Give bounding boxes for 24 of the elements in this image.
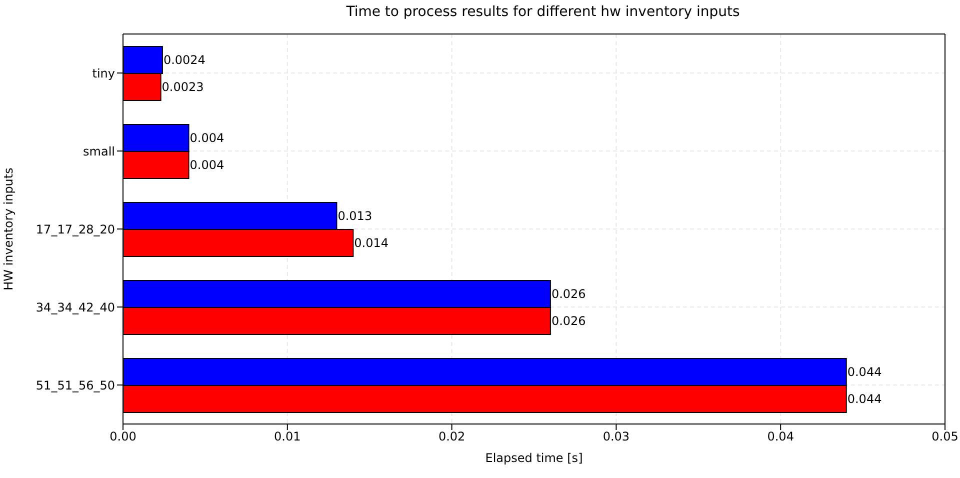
- x-axis-title: Elapsed time [s]: [485, 451, 583, 465]
- data-label: 0.014: [354, 236, 389, 250]
- y-tick-label: small: [83, 144, 115, 158]
- x-tick-label: 0.04: [767, 430, 794, 444]
- data-label: 0.044: [847, 392, 882, 406]
- y-tick-label: tiny: [92, 66, 115, 80]
- data-label: 0.013: [338, 209, 372, 224]
- x-tick-label: 0.02: [438, 430, 466, 444]
- x-tick-label: 0.03: [602, 430, 630, 444]
- x-tick-label: 0.00: [110, 430, 136, 444]
- data-label: 0.004: [190, 158, 224, 172]
- y-tick-label: 17_17_28_20: [36, 222, 115, 236]
- data-label: 0.0024: [163, 53, 206, 68]
- y-axis-title: HW inventory inputs: [1, 168, 16, 290]
- data-label: 0.044: [847, 365, 882, 380]
- y-tick-label: 51_51_56_50: [36, 378, 115, 392]
- x-tick-label: 0.01: [274, 430, 301, 444]
- data-label: 0.026: [551, 287, 586, 302]
- data-label: 0.004: [190, 131, 224, 146]
- x-tick-label: 0.05: [932, 430, 958, 444]
- data-label: 0.026: [551, 314, 586, 328]
- y-tick-label: 34_34_42_40: [36, 300, 115, 314]
- data-label: 0.0023: [162, 80, 204, 94]
- chart-title: Time to process results for different hw inventory inputs: [345, 4, 741, 20]
